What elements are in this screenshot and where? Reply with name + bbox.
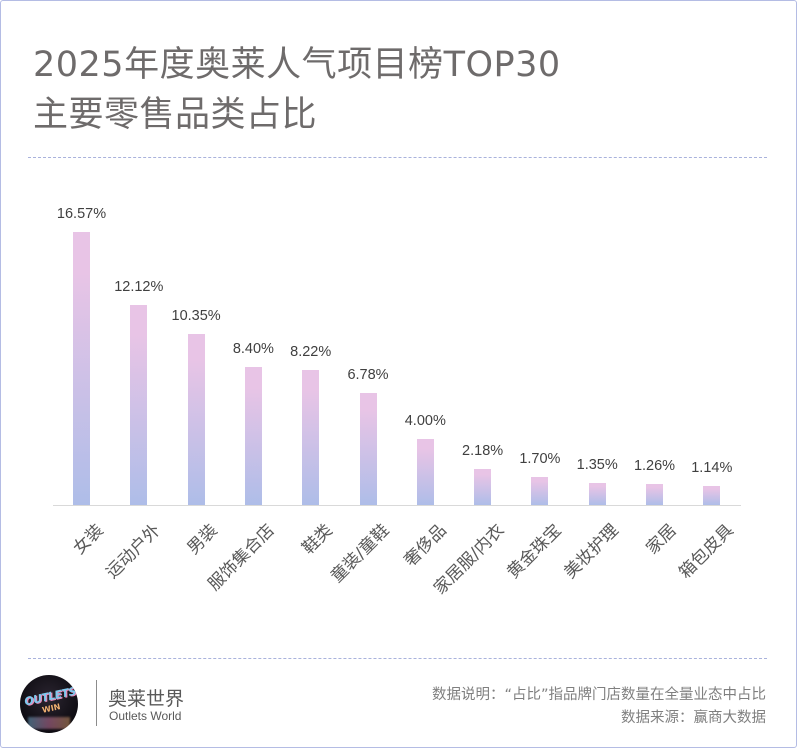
category-label: 箱包皮具 bbox=[675, 520, 738, 583]
brand-divider bbox=[96, 680, 97, 726]
category-label: 女装 bbox=[68, 520, 108, 559]
category-label: 童装/童鞋 bbox=[327, 520, 394, 587]
bar-value-label: 1.70% bbox=[519, 451, 561, 467]
bar bbox=[646, 484, 663, 505]
bar-value-label: 1.26% bbox=[633, 458, 676, 474]
bar-chart: 16.57% 女装 12.12% 运动户外 10.35% 男装 8.40% 服饰集合店 8.22… bbox=[53, 206, 741, 599]
brand-name-en: Outlets World bbox=[109, 709, 182, 723]
title-line-2: 主要零售品类占比 bbox=[33, 95, 318, 135]
bar-value-label: 1.14% bbox=[691, 460, 733, 476]
bar bbox=[416, 439, 434, 505]
brand-name-cn: 奥莱世界 bbox=[108, 688, 185, 710]
bar-value-label: 16.57% bbox=[56, 206, 107, 222]
x-axis-line bbox=[53, 505, 741, 506]
data-note: 数据说明：“占比”指品牌门店数量在全量业态中占比 bbox=[431, 687, 766, 703]
bar bbox=[359, 393, 377, 505]
bar bbox=[73, 232, 90, 505]
category-label: 男装 bbox=[183, 520, 222, 559]
bar-value-label: 12.12% bbox=[114, 279, 164, 295]
bar bbox=[187, 334, 205, 505]
bar-value-label: 2.18% bbox=[462, 443, 504, 459]
category-label: 鞋类 bbox=[298, 520, 337, 559]
bar bbox=[244, 367, 262, 505]
category-label: 美妆护理 bbox=[560, 520, 623, 583]
category-label: 奢侈品 bbox=[400, 520, 451, 571]
bar-value-label: 10.35% bbox=[171, 308, 221, 324]
logo-reflection bbox=[28, 717, 70, 729]
category-label: 运动户外 bbox=[102, 520, 165, 583]
bar bbox=[531, 477, 549, 505]
outlets-world-logo: OUTLETS WIN bbox=[20, 675, 78, 733]
bar-value-label: 8.40% bbox=[232, 341, 274, 357]
bottom-divider bbox=[28, 658, 767, 659]
bar-value-label: 1.35% bbox=[576, 457, 618, 473]
category-label: 家居 bbox=[641, 520, 681, 559]
chart-title: 2025年度奥莱人气项目榜TOP30 主要零售品类占比 bbox=[33, 40, 561, 140]
bar-value-label: 4.00% bbox=[404, 413, 446, 429]
bar bbox=[130, 305, 148, 505]
bar bbox=[302, 370, 320, 505]
bar bbox=[703, 486, 721, 505]
bar bbox=[474, 469, 492, 505]
bar-value-label: 6.78% bbox=[347, 367, 389, 383]
bar bbox=[588, 483, 606, 505]
title-line-1: 2025年度奥莱人气项目榜TOP30 bbox=[33, 45, 561, 85]
top-divider bbox=[28, 157, 767, 158]
data-source: 数据来源：赢商大数据 bbox=[621, 710, 766, 726]
category-label: 黄金珠宝 bbox=[503, 520, 566, 583]
bar-value-label: 8.22% bbox=[290, 344, 332, 360]
